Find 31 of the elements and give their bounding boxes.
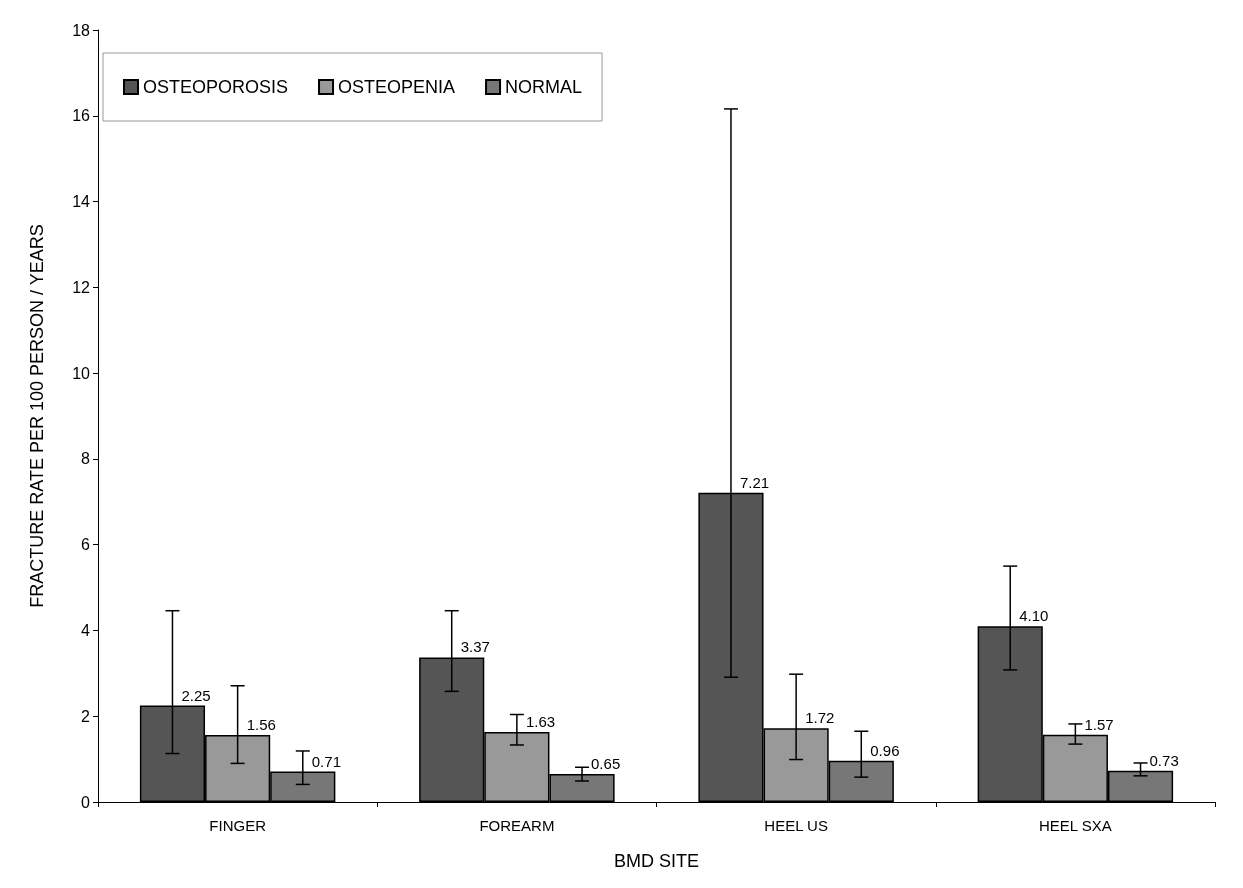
x-tick-label: FOREARM [479,817,555,834]
y-tick-label: 8 [81,450,91,468]
x-tick-label: HEEL SXA [1038,817,1112,834]
data-label: 0.71 [311,752,341,770]
legend-label: OSTEOPOROSIS [143,77,289,97]
y-tick-label: 14 [72,193,91,211]
y-tick-label: 6 [81,536,91,554]
legend-label: OSTEOPENIA [338,77,456,97]
y-tick-label: 12 [72,278,91,296]
data-label: 1.72 [805,709,835,727]
data-label: 4.10 [1019,607,1049,625]
x-axis-title: BMD SITE [613,851,700,871]
y-tick-label: 4 [81,621,91,639]
data-label: 1.56 [246,716,276,734]
y-tick-label: 16 [72,107,91,125]
data-label: 3.37 [460,638,490,656]
data-label: 7.21 [739,473,770,491]
y-axis-title: FRACTURE RATE PER 100 PERSON / YEARS [27,224,47,608]
data-label: 1.57 [1084,715,1114,733]
data-label: 0.73 [1149,751,1179,769]
data-label: 0.65 [591,755,621,773]
x-tick-label: FINGER [209,817,267,834]
y-tick-label: 0 [81,793,91,811]
data-label: 1.63 [525,713,556,731]
legend-label: NORMAL [505,77,583,97]
data-label: 2.25 [181,686,211,704]
y-tick-label: 2 [81,707,91,725]
x-tick-label: HEEL US [764,817,828,834]
y-tick-label: 10 [72,364,91,382]
data-label: 0.96 [870,741,900,759]
y-tick-label: 18 [72,21,91,39]
